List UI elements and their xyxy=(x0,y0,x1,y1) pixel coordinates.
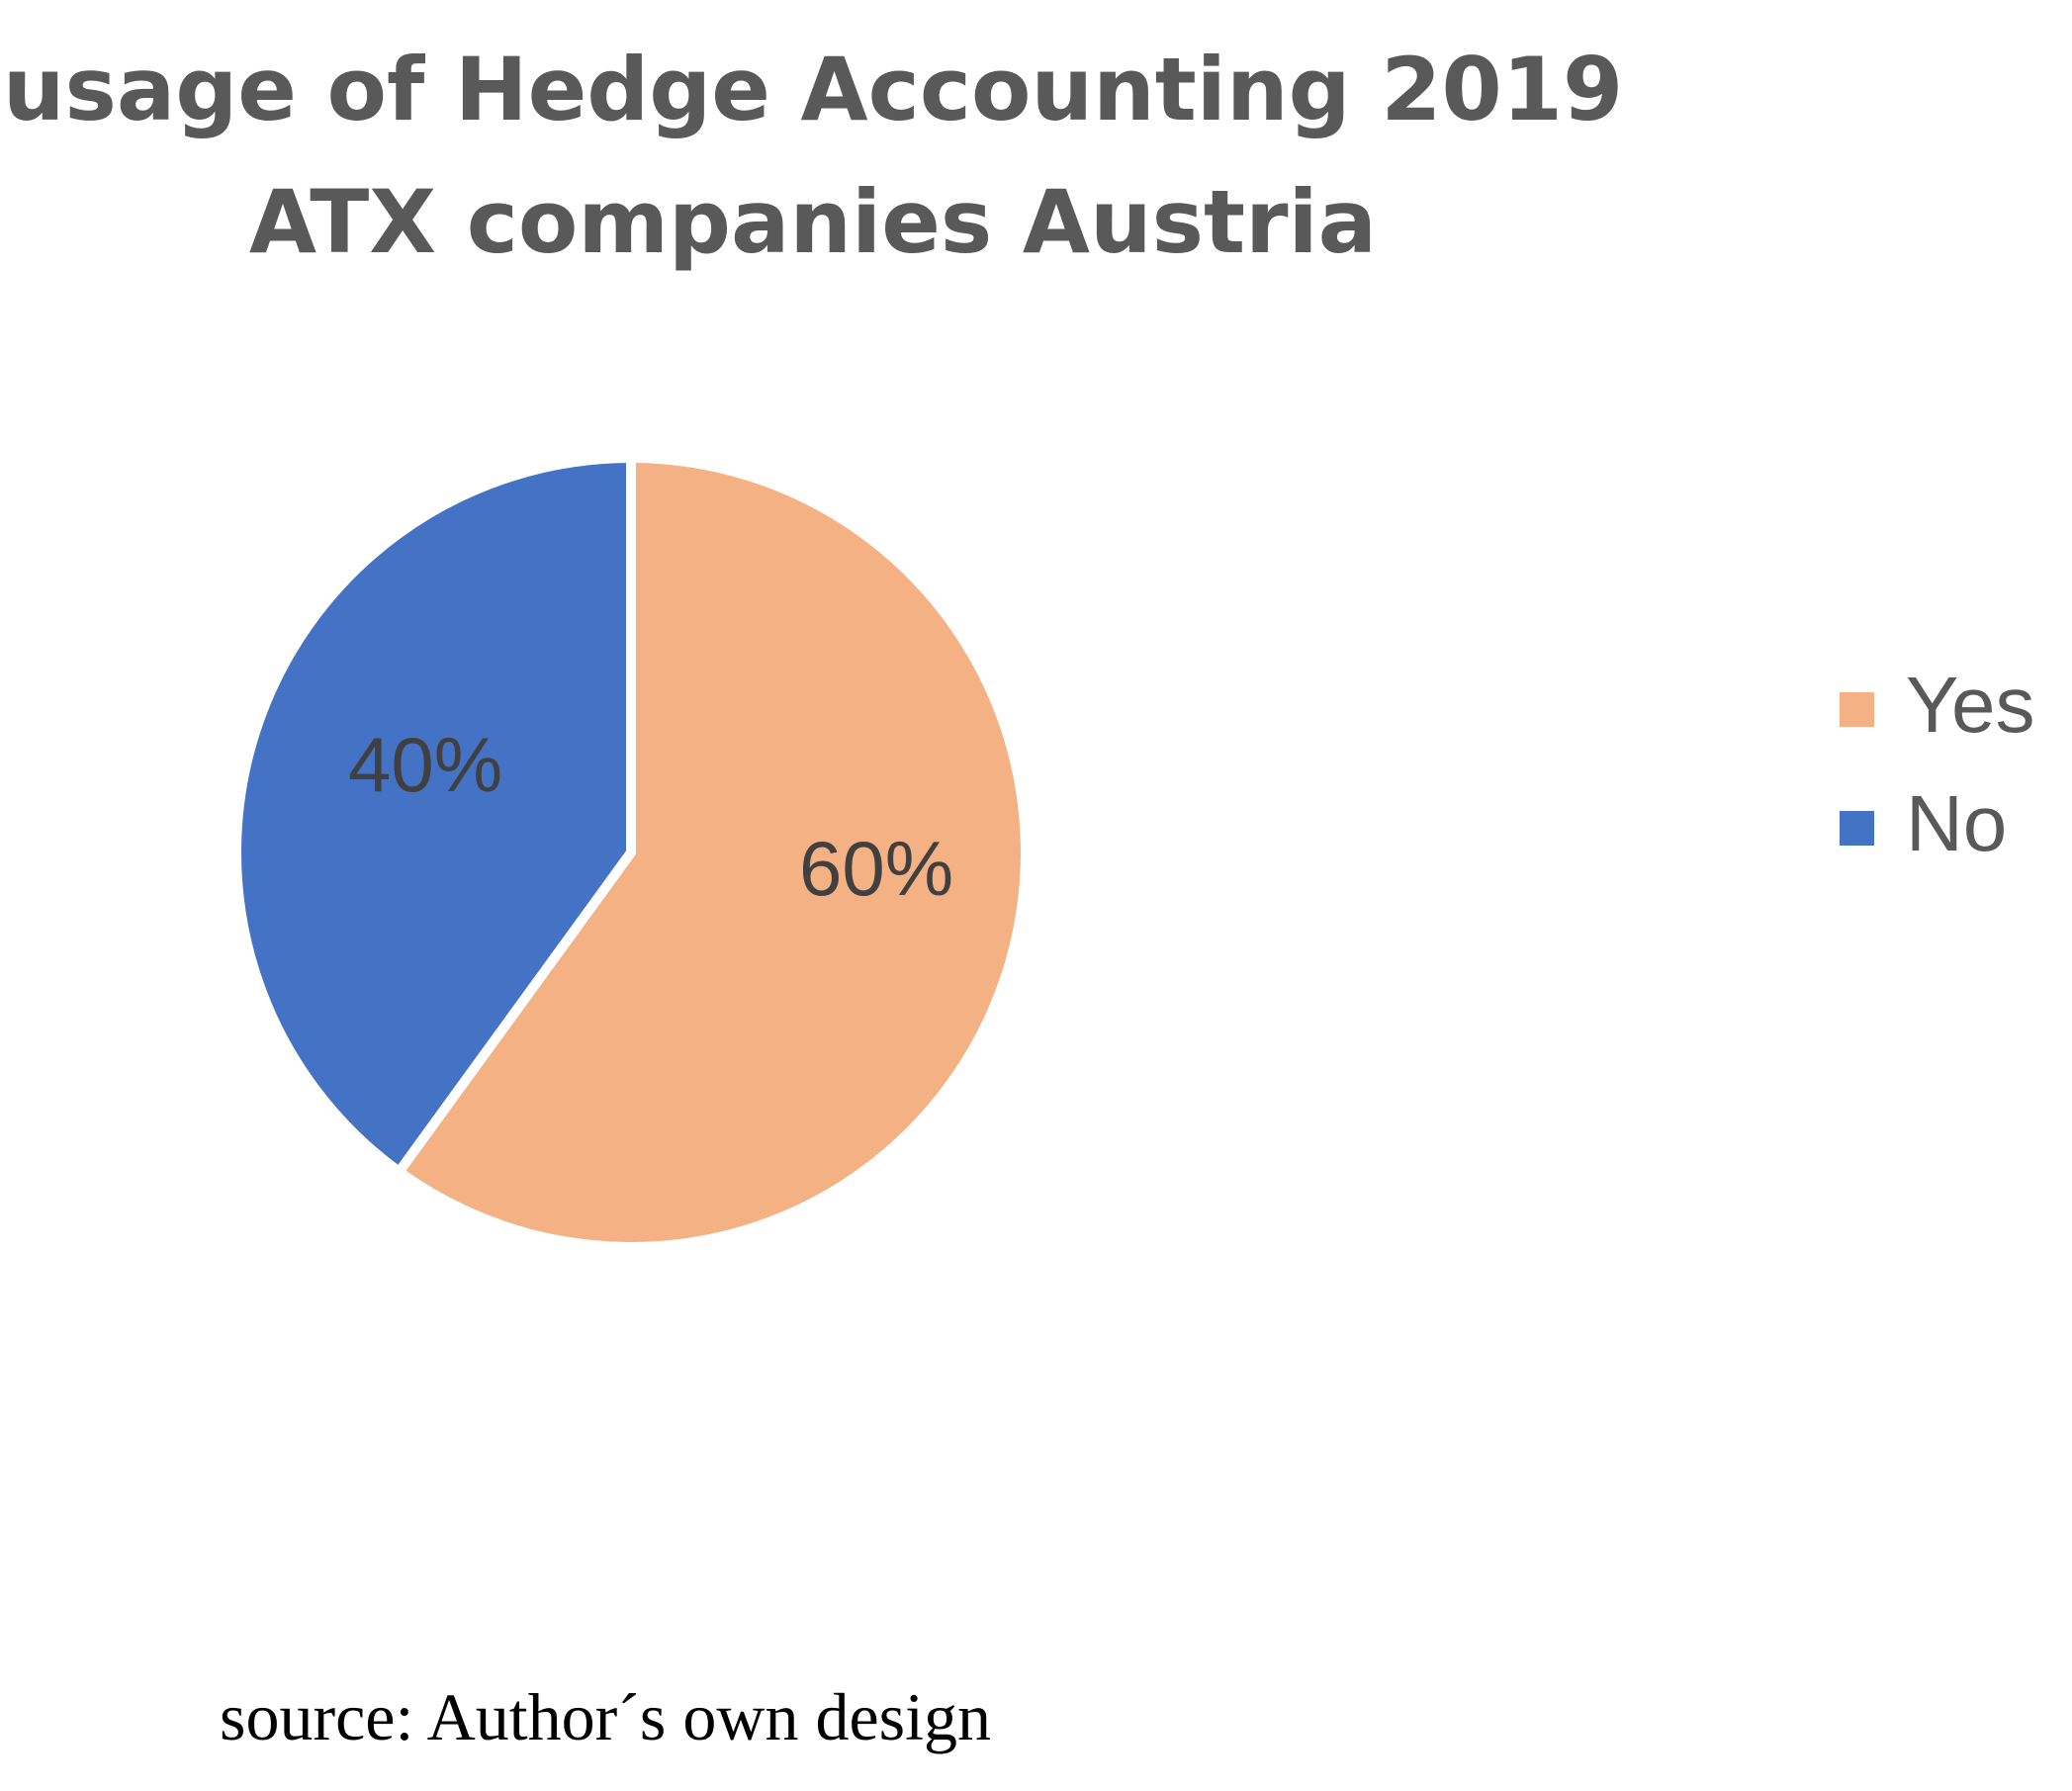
pie-slice-yes xyxy=(394,453,1031,1252)
legend-swatch-yes xyxy=(1840,692,1874,727)
chart-title-line-2: ATX companies Austria xyxy=(249,171,1377,273)
source-note: source: Author´s own design xyxy=(220,1679,991,1754)
data-label-no: 40% xyxy=(348,721,502,808)
legend-label-no: No xyxy=(1906,779,2007,867)
data-label-yes: 60% xyxy=(799,825,953,912)
legend-swatch-no xyxy=(1840,811,1874,846)
pie-slice-no xyxy=(231,453,636,1177)
chart-title-line-1: usage of Hedge Accounting 2019 xyxy=(3,39,1623,140)
legend-label-yes: Yes xyxy=(1906,661,2035,749)
